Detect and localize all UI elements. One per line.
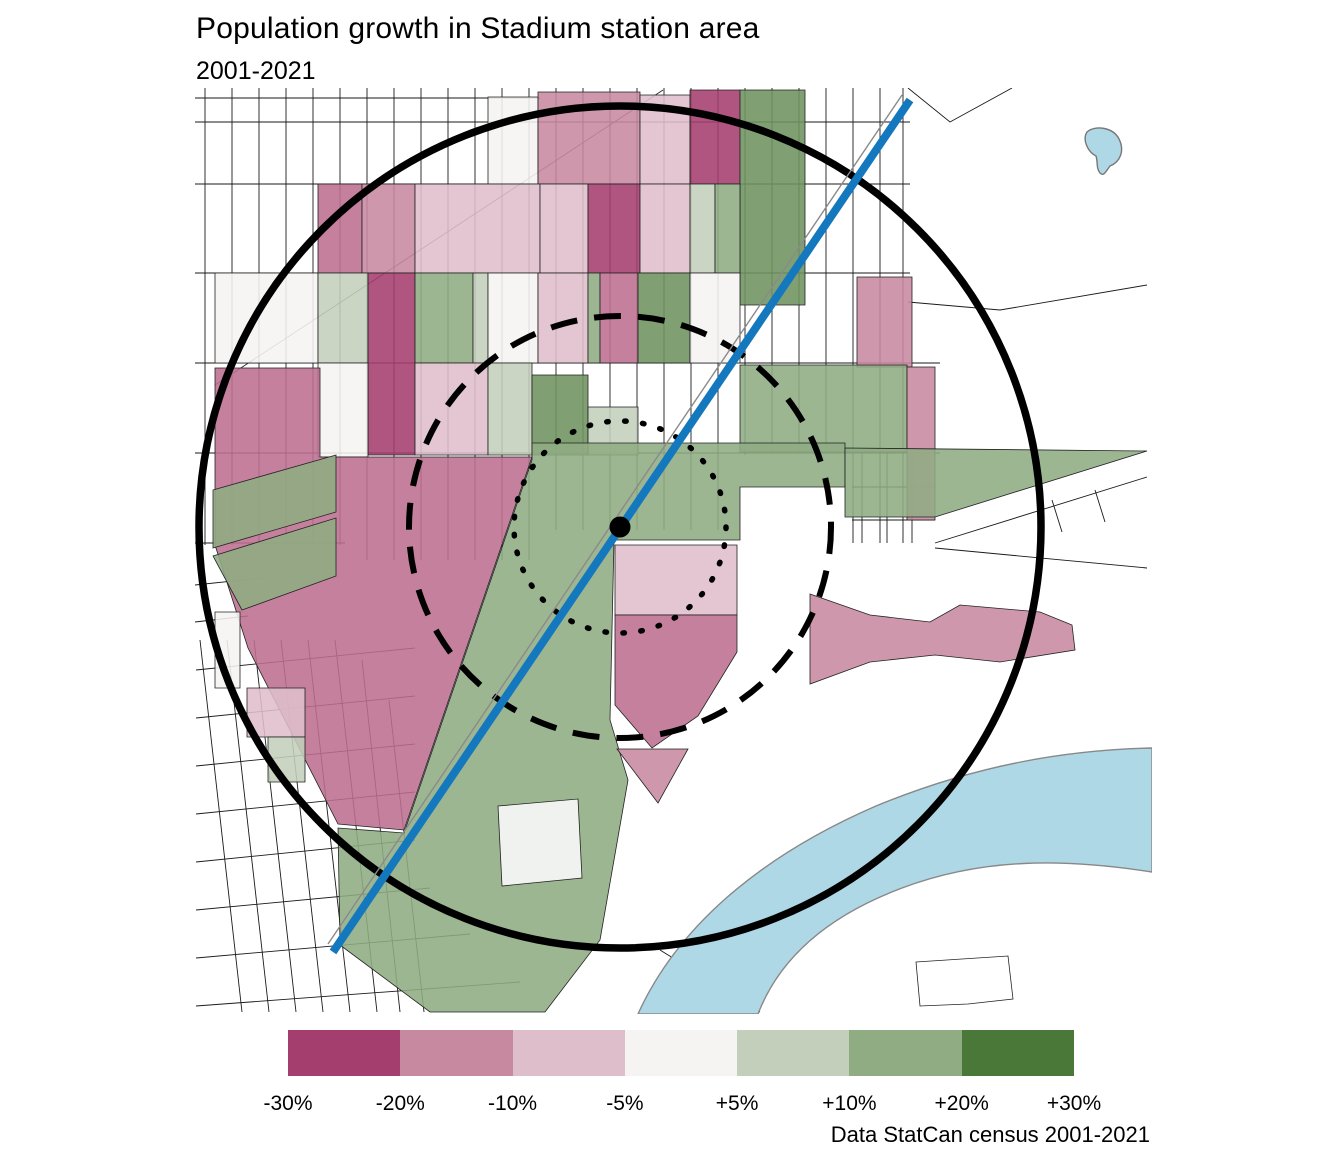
legend-labels: -30% -20% -10% -5% +5% +10% +20% +30%	[263, 1092, 1101, 1120]
census-tract	[916, 956, 1013, 1006]
census-tract	[318, 363, 368, 457]
census-tract	[715, 184, 740, 273]
census-tract	[215, 273, 318, 363]
census-tract	[338, 443, 845, 1012]
water	[638, 128, 1152, 1014]
census-tracts	[213, 90, 1147, 1012]
legend-swatch-neutral	[624, 1030, 738, 1076]
legend-label: -20%	[375, 1092, 425, 1115]
census-tract	[617, 749, 688, 803]
census-tract	[213, 518, 336, 610]
census-tract	[857, 277, 912, 367]
legend-label: -10%	[488, 1092, 538, 1115]
legend-swatch-neg10	[512, 1030, 625, 1076]
river	[638, 748, 1152, 1014]
census-tract	[740, 365, 907, 452]
census-tract	[488, 273, 538, 363]
legend-swatch-pos10	[849, 1030, 962, 1076]
outer-radius-ring	[199, 106, 1041, 948]
census-tract	[362, 184, 415, 273]
census-tract	[588, 184, 640, 273]
legend-label: +5%	[715, 1092, 759, 1115]
page-title: Population growth in Stadium station are…	[196, 12, 760, 45]
census-tract	[488, 363, 532, 455]
census-tract	[415, 273, 473, 363]
station-rings	[199, 106, 1041, 948]
census-tract	[318, 273, 368, 363]
legend-swatch-pos20	[961, 1030, 1074, 1076]
legend-label: -30%	[263, 1092, 313, 1115]
census-tract	[810, 594, 1075, 684]
census-tract	[690, 90, 740, 184]
census-tract	[247, 688, 305, 737]
census-tract	[488, 97, 538, 184]
census-tract	[640, 184, 690, 273]
legend	[288, 1030, 1074, 1076]
legend-swatch-pos5	[737, 1030, 850, 1076]
census-tract	[690, 184, 715, 273]
data-source-caption: Data StatCan census 2001-2021	[830, 1122, 1150, 1147]
legend-label: +30%	[1046, 1092, 1102, 1115]
census-tract	[845, 448, 1147, 517]
legend-swatch-neg30	[288, 1030, 401, 1076]
legend-label: +10%	[822, 1092, 877, 1115]
census-tract	[615, 545, 737, 615]
station-point	[609, 516, 631, 538]
census-tract	[540, 184, 588, 273]
census-tract	[473, 273, 488, 363]
census-tract	[268, 737, 305, 782]
census-tract	[498, 799, 582, 886]
inner-radius-ring-dotted	[514, 421, 726, 633]
legend-label: -5%	[606, 1092, 644, 1115]
pond	[1085, 128, 1121, 174]
census-tract	[538, 273, 588, 363]
census-tract	[415, 184, 540, 273]
legend-label: +20%	[934, 1092, 989, 1115]
census-tract	[213, 455, 336, 548]
middle-radius-ring-dashed	[409, 316, 831, 738]
census-tract	[368, 273, 415, 455]
legend-swatch-neg20	[400, 1030, 513, 1076]
page-subtitle: 2001-2021	[196, 57, 316, 85]
census-tract	[615, 615, 737, 748]
